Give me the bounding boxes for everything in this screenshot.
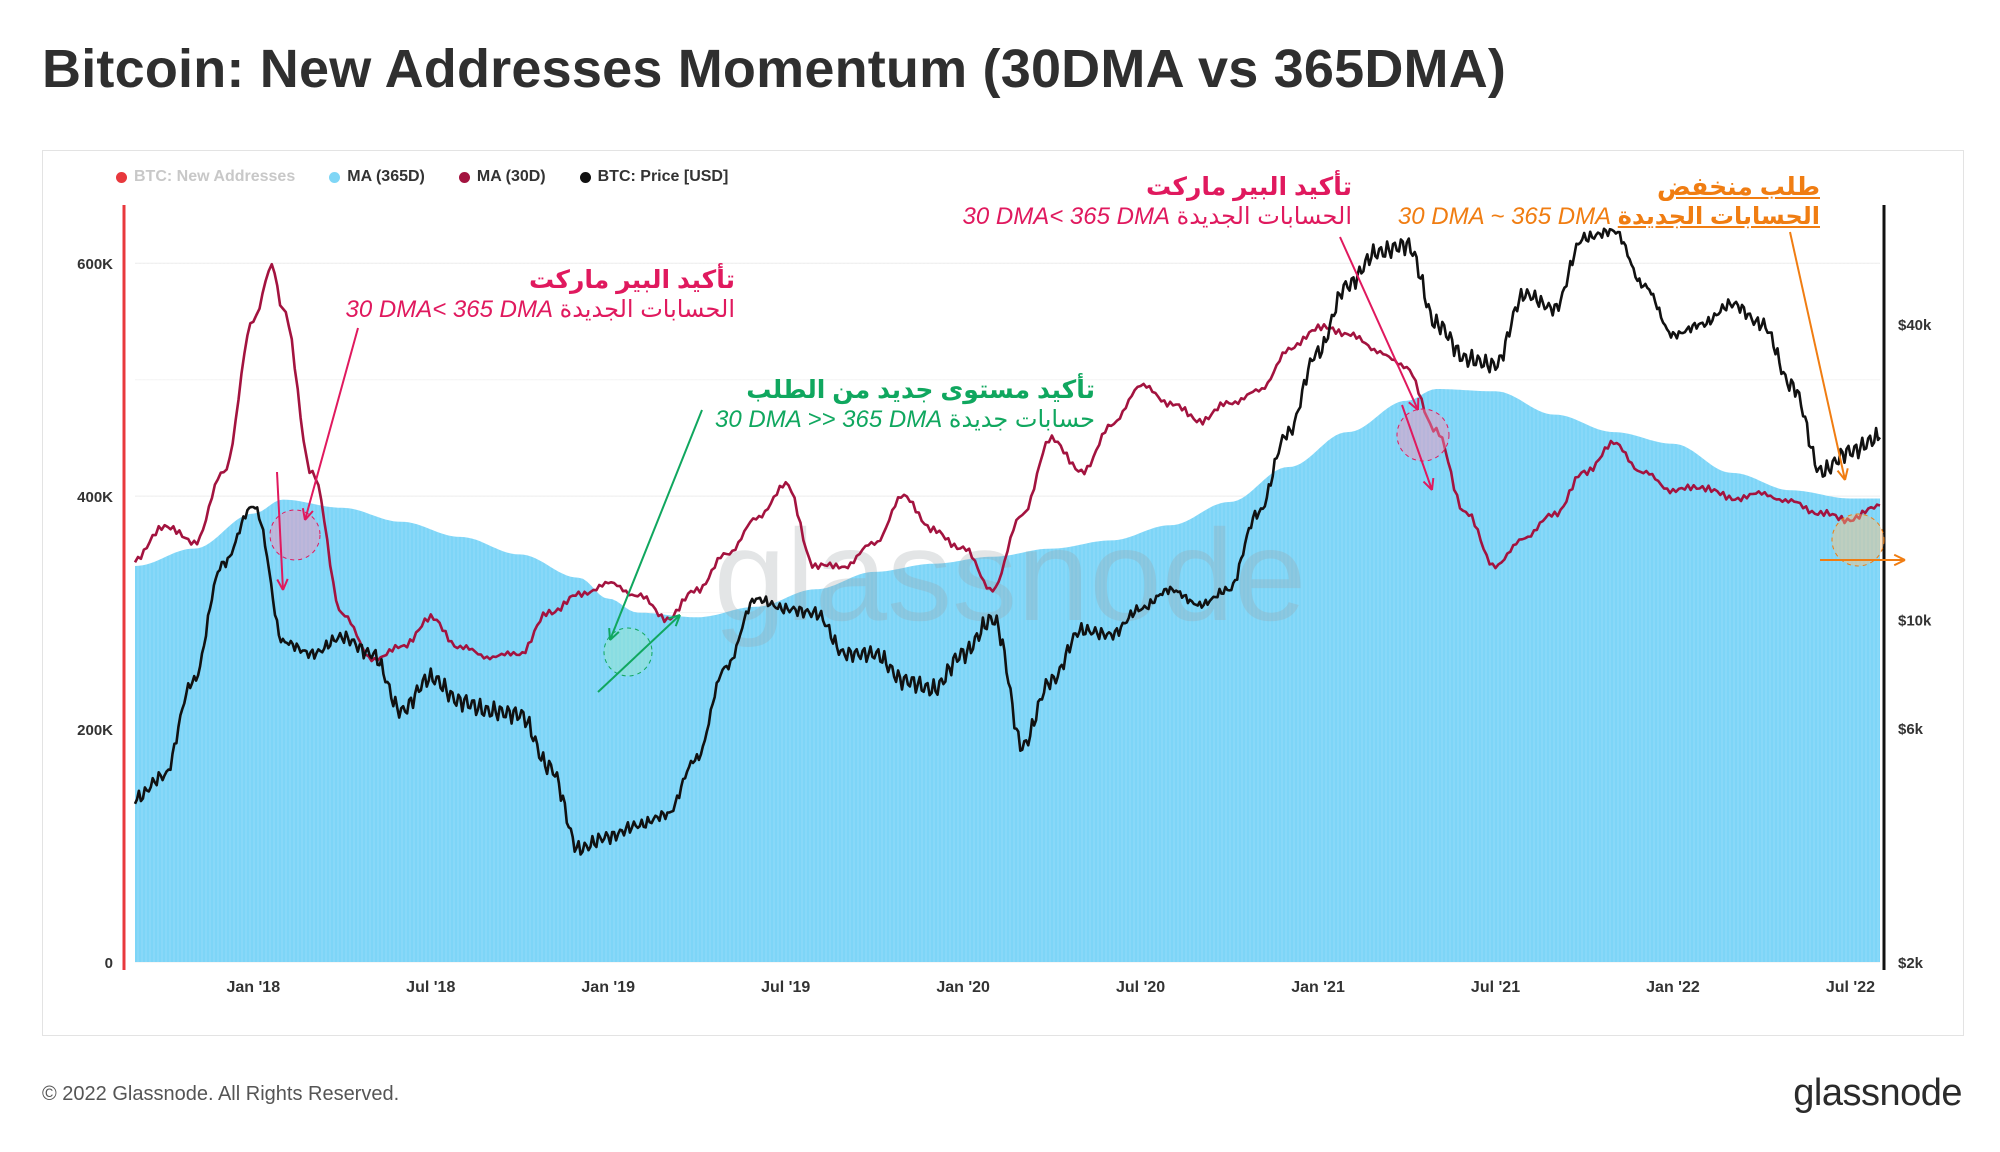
x-tick-label: Jul '20 — [1116, 979, 1165, 996]
chart-panel — [42, 150, 1964, 1036]
low-demand-arrow-head — [1836, 468, 1849, 481]
price-line — [133, 227, 1882, 856]
ma30-line — [133, 262, 1881, 663]
legend-item-new-addresses[interactable]: BTC: New Addresses — [116, 168, 295, 186]
x-tick-label: Jan '22 — [1646, 979, 1700, 996]
bear-arrow-2-head — [1408, 397, 1420, 411]
legend-label-price: BTC: Price [USD] — [597, 168, 729, 185]
annotation-demand-heading: تأكيد مستوى جديد من الطلب — [746, 376, 1095, 404]
legend-item-ma365[interactable]: MA (365D) — [329, 168, 425, 186]
page-title: Bitcoin: New Addresses Momentum (30DMA v… — [42, 39, 1507, 99]
x-tick-label: Jul '18 — [406, 979, 455, 996]
annotation-bear-1: تأكيد البير ماركت الحسابات الجديدة 30 DM… — [346, 265, 735, 324]
legend-item-price[interactable]: BTC: Price [USD] — [579, 168, 729, 186]
annotation-demand-text: حسابات جديدة 30 DMA >> 365 DMA — [715, 406, 1095, 433]
demand-arrow-head — [608, 627, 620, 641]
y-left-tick-label: 0 — [105, 955, 113, 972]
legend: BTC: New Addresses MA (365D) MA (30D) BT… — [116, 168, 728, 186]
bear-circle-1 — [269, 509, 321, 561]
bear-arrow-1-head — [301, 508, 314, 521]
bear-arrow-1b-head — [276, 578, 289, 591]
x-tick-label: Jan '19 — [581, 979, 635, 996]
low-demand-arrow — [1789, 231, 1846, 481]
y-right-tick-label: $40k — [1898, 317, 1932, 334]
bear-circle-2 — [1396, 408, 1450, 462]
bear-arrow-1b — [276, 471, 284, 591]
bear-arrow-2b-head — [1422, 477, 1435, 491]
demand-circle — [603, 627, 653, 677]
annotation-bear-2-text: الحسابات الجديدة 30 DMA< 365 DMA — [962, 203, 1352, 230]
watermark: glassnode — [714, 502, 1307, 648]
x-tick-label: Jul '22 — [1826, 979, 1875, 996]
x-tick-label: Jul '19 — [761, 979, 810, 996]
annotation-bear-2: تأكيد البير ماركت الحسابات الجديدة 30 DM… — [963, 172, 1352, 231]
x-tick-label: Jan '20 — [936, 979, 990, 996]
legend-label-ma30: MA (30D) — [476, 168, 546, 185]
legend-label-ma365: MA (365D) — [347, 168, 425, 185]
x-tick-label: Jan '18 — [226, 979, 280, 996]
y-left-tick-label: 400K — [77, 489, 113, 506]
bear-arrow-1 — [304, 327, 359, 521]
x-tick-label: Jan '21 — [1291, 979, 1345, 996]
demand-arrow-b-head — [668, 614, 681, 627]
annotation-low-demand: طلب منخفض الحسابات الجديدة 30 DMA ~ 365 … — [1398, 172, 1820, 231]
annotation-demand: تأكيد مستوى جديد من الطلب حسابات جديدة 3… — [715, 375, 1095, 434]
copyright: © 2022 Glassnode. All Rights Reserved. — [42, 1083, 400, 1105]
y-right-tick-label: $2k — [1898, 955, 1924, 972]
low-demand-circle — [1831, 513, 1885, 567]
legend-dot-ma365 — [329, 171, 341, 183]
annotation-bear-2-heading: تأكيد البير ماركت — [1145, 173, 1352, 201]
low-demand-arrow-b-head — [1893, 553, 1906, 567]
legend-dot-price — [579, 171, 591, 183]
bear-arrow-2 — [1339, 236, 1419, 411]
annotation-low-demand-text: الحسابات الجديدة 30 DMA ~ 365 DMA — [1397, 203, 1820, 230]
y-right-tick-label: $6k — [1898, 721, 1924, 738]
legend-dot-new-addresses — [116, 171, 127, 183]
legend-dot-ma30 — [458, 171, 470, 183]
x-tick-label: Jul '21 — [1471, 979, 1520, 996]
legend-label-new-addresses: BTC: New Addresses — [134, 168, 296, 185]
demand-arrow-b — [597, 614, 681, 693]
annotation-bear-1-text: الحسابات الجديدة 30 DMA< 365 DMA — [345, 296, 735, 323]
brand-logo: glassnode — [1793, 1072, 1962, 1114]
annotation-bear-1-heading: تأكيد البير ماركت — [528, 266, 735, 294]
annotation-low-demand-heading: طلب منخفض — [1657, 173, 1820, 201]
legend-item-ma30[interactable]: MA (30D) — [458, 168, 546, 186]
y-right-tick-label: $10k — [1898, 612, 1932, 629]
bear-arrow-2b — [1401, 404, 1433, 491]
demand-arrow — [609, 409, 703, 641]
y-left-tick-label: 600K — [77, 256, 113, 273]
y-left-tick-label: 200K — [77, 722, 113, 739]
